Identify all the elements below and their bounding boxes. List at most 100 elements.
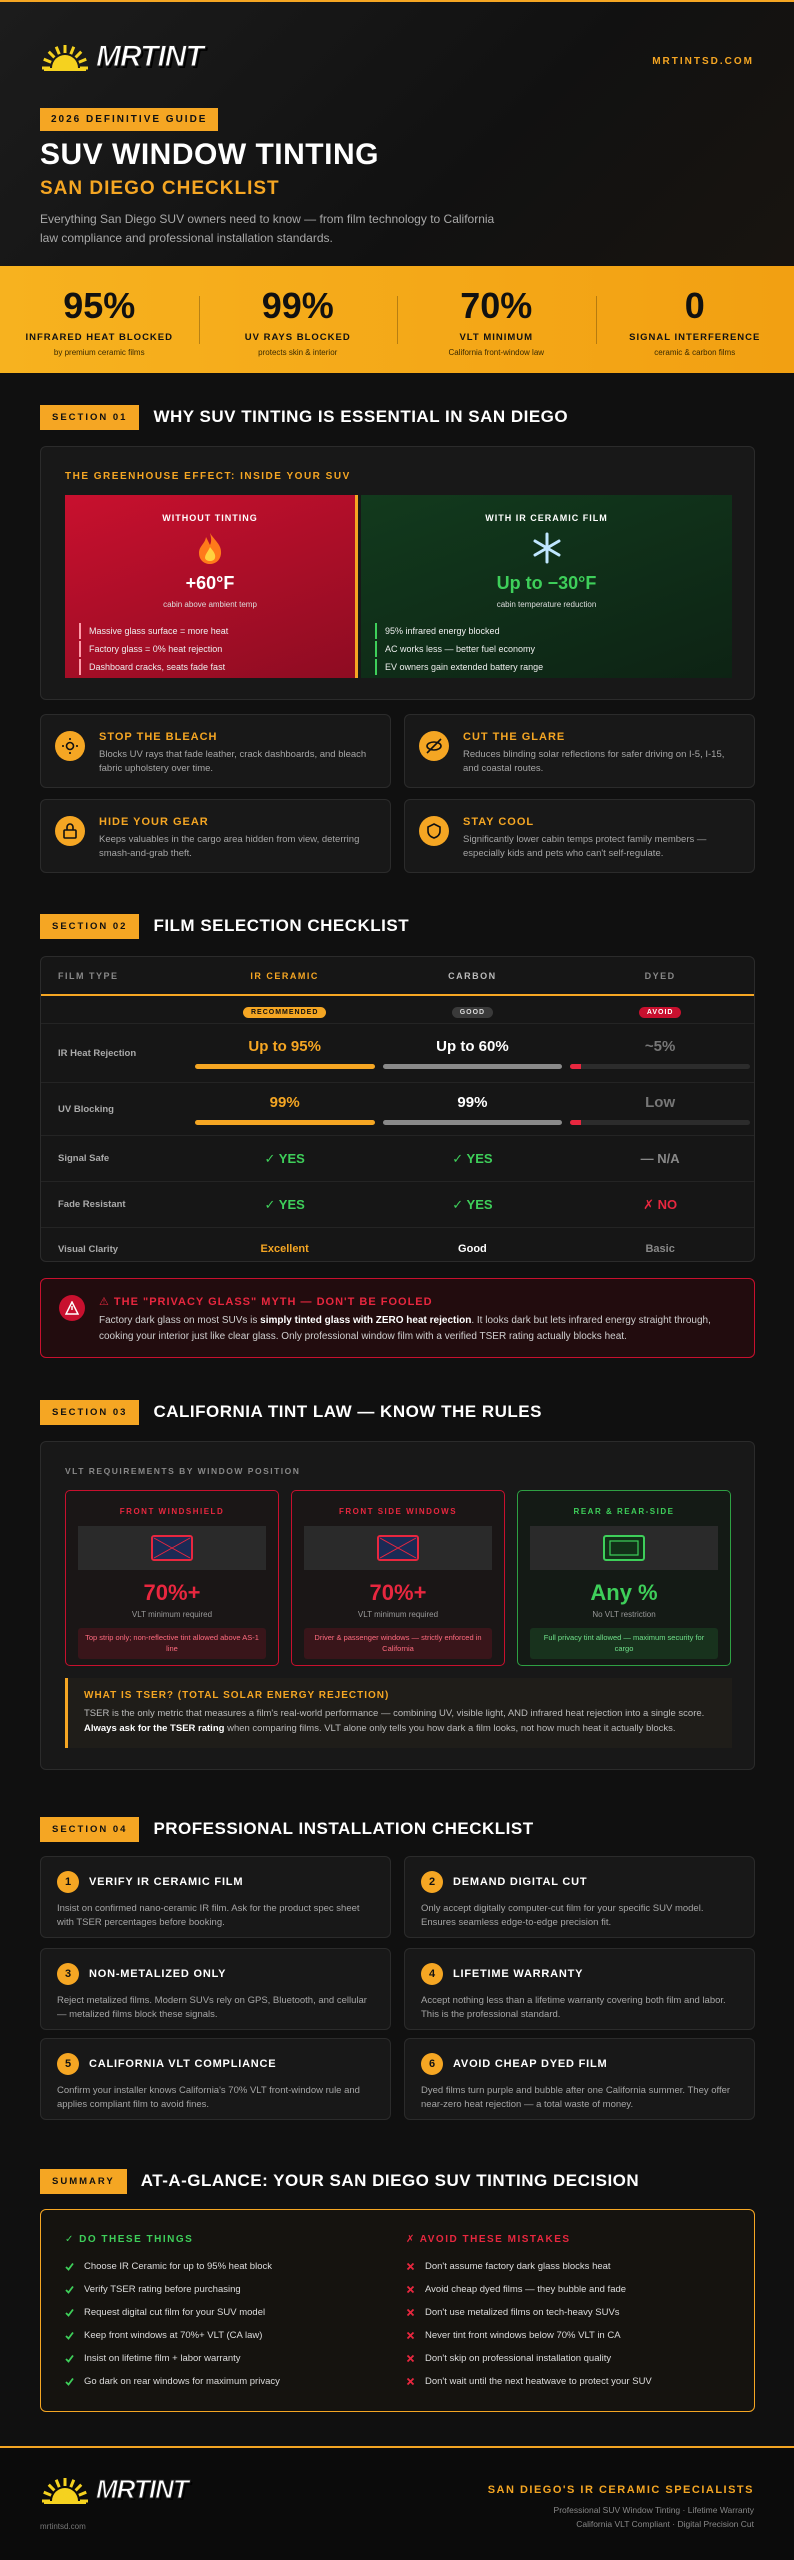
item-text: Don't use metalized films on tech-heavy … [425,2307,620,2318]
heading: WITHOUT TINTING [162,513,258,523]
feature-glyph-part [63,829,77,839]
stat-label: VLT MINIMUM [459,332,534,343]
emphasis: simply tinted glass with ZERO heat rejec… [260,1315,472,1326]
badge-cell: RECOMMENDED [191,1001,379,1019]
cell-bar [570,1119,751,1125]
feature-glyph [62,738,78,754]
list-item: Don't assume factory dark glass blocks h… [406,2255,726,2278]
footer-line: Professional SUV Window Tinting · Lifeti… [553,2505,754,2515]
cell-value: ✓ YES [452,1150,493,1166]
warning-glyph [64,1300,80,1315]
list-item: Don't use metalized films on tech-heavy … [406,2301,726,2324]
point: EV owners gain extended battery range [375,659,732,675]
section-header: SECTION 04 PROFESSIONAL INSTALLATION CHEC… [40,1815,755,1843]
film-badge: RECOMMENDED [242,1006,327,1018]
cell-value: Up to 95% [248,1037,321,1055]
film-badge: AVOID [638,1006,682,1018]
checklist-card: 6 AVOID CHEAP DYED FILM Dyed films turn pu… [404,2038,755,2120]
footer-tagline: SAN DIEGO'S IR CERAMIC SPECIALISTS [487,2484,754,2496]
cell-bar [194,1119,375,1125]
feature-glyph [426,738,442,754]
list-item: Request digital cut film for your SUV mo… [65,2301,385,2324]
window-icon-part [609,1540,639,1556]
table-cell: Up to 60% [379,1038,567,1069]
badge-cell: AVOID [566,1001,754,1019]
checklist-card: 1 VERIFY IR CERAMIC FILM Insist on confirm… [40,1856,391,1938]
text: Factory dark glass on most SUVs is [99,1315,261,1326]
points: 95% infrared energy blocked AC works less… [375,623,732,675]
table-cell: ✓ YES [191,1151,379,1167]
table-row: Signal Safe ✓ YES ✓ YES — N/A [41,1136,754,1182]
window-icon-part [153,1537,191,1559]
warning-icon [59,1295,85,1321]
table-cell: ✓ YES [191,1197,379,1213]
table-cell: ~5% [566,1038,754,1069]
sun-icon [42,2477,88,2504]
flame-icon [199,533,222,564]
subtitle: SAN DIEGO CHECKLIST [40,178,280,199]
header: MRTINT MRTINTSD.COM 2026 DEFINITIVE GUIDE S… [0,0,794,266]
column-title: ✗ AVOID THESE MISTAKES [406,2234,571,2245]
check-icon [65,2262,74,2271]
feature-glyph-part [426,741,442,751]
table-row: UV Blocking 99% 99% Low [41,1083,754,1136]
stat: 99% UV RAYS BLOCKED protects skin & interi… [198,266,398,373]
cell-bar [194,1063,375,1069]
window-illustration [78,1526,266,1570]
sun-icon-part [47,2483,56,2491]
table-cell: — N/A [566,1151,754,1166]
sun-icon-part [78,2490,87,2497]
list-item: Verify TSER rating before purchasing [65,2278,385,2301]
stat-value: 99% [261,285,334,326]
window-note: Driver & passenger windows — strictly en… [304,1628,492,1659]
cross-icon [406,2331,415,2340]
step-title: DEMAND DIGITAL CUT [453,1876,588,1888]
text: . It looks dark but lets infrared energy… [99,1315,711,1342]
stat-note: California front-window law [448,348,545,357]
title: SUV WINDOW TINTING [40,138,379,171]
cell-bar-fill [194,1119,375,1125]
vlt-caption: No VLT restriction [592,1610,656,1619]
cross-icon [406,2354,415,2363]
cross-icon-part [406,2308,415,2317]
feature-glyph-part [66,823,74,830]
table-cell: Basic [566,1243,754,1255]
column-header: CARBON [448,970,497,981]
tser-box: WHAT IS TSER? (TOTAL SOLAR ENERGY REJECT… [65,1678,732,1748]
feature-card: CUT THE GLARE Reduces blinding solar refl… [404,714,755,788]
step-number: 4 [421,1963,443,1985]
step-number: 5 [57,2053,79,2075]
window-card: FRONT SIDE WINDOWS 70%+ VLT minimum requir… [291,1490,505,1666]
step-title: NON-METALIZED ONLY [89,1968,227,1980]
snowflake-icon-part [533,539,560,557]
step-title: AVOID CHEAP DYED FILM [453,2058,608,2070]
flame-icon-part [205,547,216,561]
cell-bar-fill [570,1119,582,1125]
section-header: SECTION 01 WHY SUV TINTING IS ESSENTIAL I… [40,403,755,431]
window-illustration [304,1526,492,1570]
tser-text: TSER is the only metric that measures a … [84,1707,714,1736]
badge: 2026 DEFINITIVE GUIDE [40,108,219,131]
logo-group: MRTINT [40,2474,189,2505]
item-text: Don't wait until the next heatwave to pr… [425,2376,652,2387]
column-header: FILM TYPE [58,970,119,981]
window-icon [603,1535,645,1561]
stat: 0 SIGNAL INTERFERENCE ceramic & carbon fil… [595,266,794,373]
temp-caption: cabin temperature reduction [496,600,597,609]
table-header: FILM TYPE IR CERAMIC CARBON DYED [41,957,754,996]
vlt-caption: VLT minimum required [357,1610,439,1619]
item-text: Verify TSER rating before purchasing [84,2284,241,2295]
cross-icon [406,2377,415,2386]
cell-bar [382,1063,563,1069]
row-label: Fade Resistant [58,1199,126,1210]
footer-line: California VLT Compliant · Digital Preci… [576,2519,754,2529]
list-item: Keep front windows at 70%+ VLT (CA law) [65,2324,385,2347]
stat-value: 70% [460,285,533,326]
film-badge: GOOD [451,1006,494,1018]
feature-card: STAY COOL Significantly lower cabin temps… [404,799,755,873]
cell-bar-fill [194,1063,375,1069]
window-card: FRONT WINDSHIELD 70%+ VLT minimum required… [65,1490,279,1666]
checklist-card: 5 CALIFORNIA VLT COMPLIANCE Confirm your i… [40,2038,391,2120]
sun-icon-part [74,2483,83,2491]
